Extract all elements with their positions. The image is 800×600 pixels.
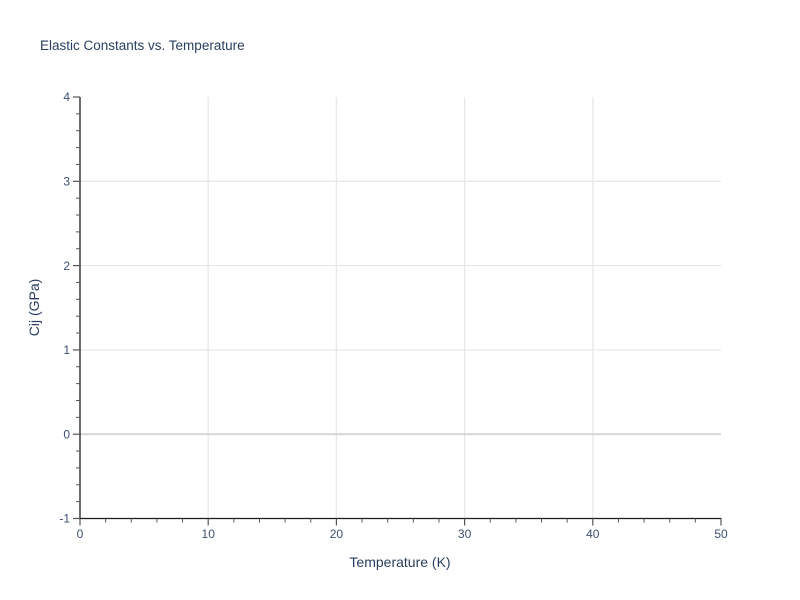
tick-layer [73,96,722,526]
x-axis-title: Temperature (K) [349,554,450,570]
x-tick-label: 10 [202,527,216,541]
y-tick-label: 0 [63,427,70,441]
y-tick-label: 4 [63,90,70,104]
x-tick-label: 40 [586,527,600,541]
axis-layer [79,97,722,520]
x-tick-label: 20 [330,527,344,541]
y-axis-title: Cij (GPa) [26,279,42,337]
y-tick-label: 1 [63,343,70,357]
grid-layer [80,97,721,519]
x-tick-label: 0 [77,527,84,541]
x-tick-label: 50 [714,527,728,541]
chart-title: Elastic Constants vs. Temperature [40,38,245,53]
y-tick-label: 2 [63,259,70,273]
x-tick-label: 30 [458,527,472,541]
tick-label-layer: 0 10 20 30 40 50 -1 0 1 2 3 4 [59,90,728,541]
y-tick-label: -1 [59,512,70,526]
y-tick-label: 3 [63,175,70,189]
